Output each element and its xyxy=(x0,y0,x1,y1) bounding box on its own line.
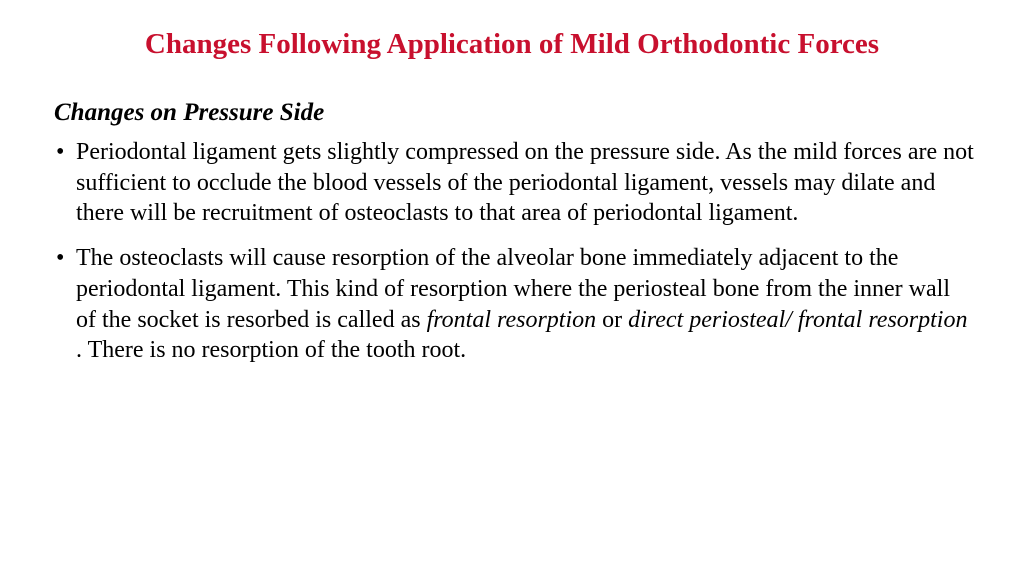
section-subtitle: Changes on Pressure Side xyxy=(54,99,974,127)
bullet-text: . There is no resorption of the tooth ro… xyxy=(76,337,466,363)
bullet-text: Periodontal ligament gets slightly compr… xyxy=(76,139,974,226)
italic-term: direct periosteal/ frontal resorption xyxy=(628,307,967,333)
bullet-list: Periodontal ligament gets slightly compr… xyxy=(54,137,974,366)
bullet-text: or xyxy=(596,307,628,333)
list-item: The osteoclasts will cause resorption of… xyxy=(54,243,974,366)
list-item: Periodontal ligament gets slightly compr… xyxy=(54,137,974,229)
italic-term: frontal resorption xyxy=(427,307,597,333)
slide-title: Changes Following Application of Mild Or… xyxy=(50,28,974,61)
